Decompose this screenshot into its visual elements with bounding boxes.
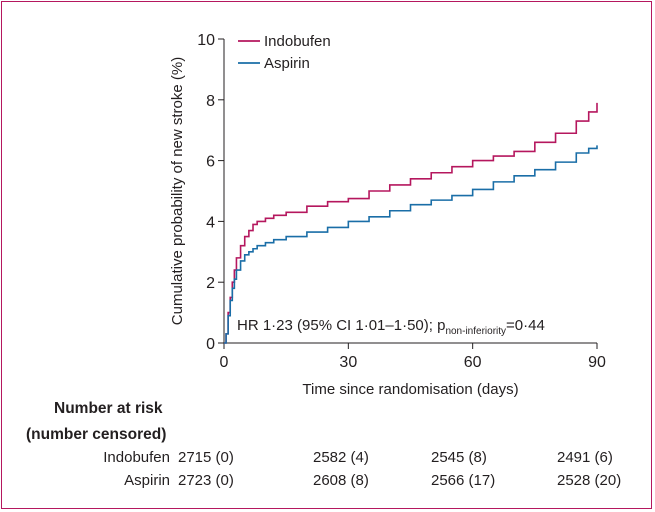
y-tick-label: 6 (206, 154, 215, 171)
risk-cell: 2528 (20) (557, 472, 622, 489)
risk-cell: 2608 (8) (313, 472, 369, 489)
x-tick-label: 0 (220, 354, 229, 371)
risk-row-label-aspirin: Aspirin (124, 472, 170, 489)
risk-cell: 2491 (6) (557, 449, 613, 466)
x-axis-label: Time since randomisation (days) (302, 381, 518, 398)
annotation-text: HR 1·23 (95% CI 1·01–1·50); p (237, 317, 445, 334)
y-axis-label: Cumulative probability of new stroke (%) (169, 57, 186, 325)
risk-cell: 2582 (4) (313, 449, 369, 466)
legend-label: Indobufen (264, 33, 331, 50)
series-line-indobufen (224, 102, 598, 344)
series-group (224, 102, 598, 344)
x-tick-label: 90 (588, 354, 606, 371)
risk-row-label-indobufen: Indobufen (103, 449, 170, 466)
y-axis-ticks: 0 2 4 6 8 10 (197, 32, 224, 353)
legend: Indobufen Aspirin (238, 33, 331, 72)
x-axis-ticks: 0 30 60 90 (220, 343, 606, 371)
risk-cell: 2723 (0) (178, 472, 234, 489)
plot-area: 0 2 4 6 8 10 0 30 60 90 Indobufen Aspirin HR 1·23… (197, 32, 606, 371)
series-line-aspirin (224, 145, 598, 344)
risk-table-subtitle: (number censored) (26, 426, 167, 443)
y-tick-label: 2 (206, 275, 215, 292)
annotation-subscript: non-inferiority (445, 326, 506, 337)
legend-label: Aspirin (264, 55, 310, 72)
risk-cell: 2566 (17) (431, 472, 496, 489)
y-tick-label: 4 (206, 214, 215, 231)
hazard-ratio-annotation: HR 1·23 (95% CI 1·01–1·50); pnon-inferio… (237, 317, 545, 337)
annotation-text: =0·44 (506, 317, 545, 334)
x-tick-label: 30 (339, 354, 357, 371)
x-tick-label: 60 (464, 354, 482, 371)
risk-cell: 2715 (0) (178, 449, 234, 466)
risk-table-title: Number at risk (54, 400, 163, 417)
y-tick-label: 0 (206, 336, 215, 353)
y-tick-label: 10 (197, 32, 215, 49)
risk-cell: 2545 (8) (431, 449, 487, 466)
y-tick-label: 8 (206, 93, 215, 110)
